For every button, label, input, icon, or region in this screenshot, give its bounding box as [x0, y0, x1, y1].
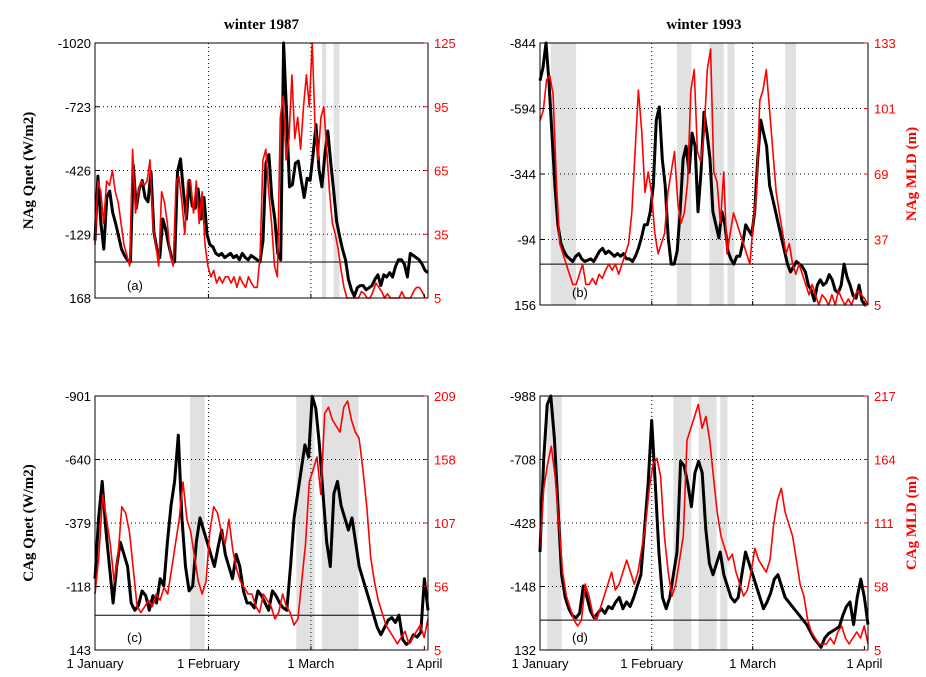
qnet-series-line [93, 394, 430, 646]
panel-label: (d) [572, 630, 588, 645]
right-tick-label: 111 [874, 516, 894, 531]
right-tick-label: 5 [874, 643, 881, 658]
right-tick-label: 69 [874, 167, 888, 182]
right-tick-label: 133 [874, 36, 896, 51]
panel-label: (c) [127, 630, 142, 645]
left-tick-label: 132 [514, 643, 536, 658]
shaded-period [720, 396, 728, 650]
left-tick-label: -844 [510, 36, 536, 51]
left-tick-label: -988 [510, 389, 536, 404]
panel-label: (b) [572, 285, 588, 300]
left-tick-label: -426 [65, 164, 91, 179]
right-tick-label: 5 [874, 298, 881, 313]
right-tick-label: 58 [874, 580, 888, 595]
left-tick-label: -344 [510, 167, 536, 182]
left-axis-label: CAg Qnet (W/m2) [21, 464, 37, 581]
right-tick-label: 125 [434, 36, 456, 51]
panel-label: (a) [127, 278, 143, 293]
left-axis-label: NAg Qnet (W/m2) [21, 112, 37, 229]
right-tick-label: 95 [434, 100, 448, 115]
shaded-period [727, 43, 735, 305]
mld-series-line [94, 400, 429, 645]
right-tick-label: 209 [434, 389, 456, 404]
qnet-series-line [93, 41, 429, 298]
panel-c-cag-1987: -901 -640 -379 -118 143 209 158 107 56 5 1 January… [21, 389, 456, 671]
left-tick-label: -428 [510, 516, 536, 531]
panel-a-nag-1987: -1020 -723 -426 -129 168 125 95 65 35 5 winter 198… [21, 17, 456, 306]
shaded-period [785, 43, 796, 305]
left-tick-label: -379 [65, 516, 91, 531]
panel-d-cag-1993: -988 -708 -428 -148 132 217 164 111 58 5 1 January… [510, 389, 920, 671]
right-tick-label: 101 [874, 102, 896, 117]
chart-title: winter 1993 [666, 17, 741, 33]
x-tick-label: 1 February [177, 656, 240, 671]
plot-frame [94, 395, 429, 651]
left-tick-label: -94 [517, 233, 536, 248]
left-tick-label: -901 [65, 389, 91, 404]
shaded-period [698, 396, 717, 650]
right-tick-label: 56 [434, 580, 448, 595]
right-tick-label: 158 [434, 453, 456, 468]
left-tick-label: 168 [69, 291, 91, 306]
x-tick-label: 1 April [406, 656, 442, 671]
chart-title: winter 1987 [224, 17, 300, 33]
x-tick-label: 1 March [287, 656, 334, 671]
left-tick-label: -640 [65, 453, 91, 468]
left-tick-label: -708 [510, 453, 536, 468]
left-tick-label: -594 [510, 102, 536, 117]
left-tick-label: -723 [65, 100, 91, 115]
right-tick-label: 164 [874, 453, 896, 468]
x-tick-label: 1 January [511, 656, 569, 671]
right-tick-label: 5 [434, 291, 441, 306]
x-tick-label: 1 January [66, 656, 124, 671]
mld-series-line [539, 48, 869, 306]
x-tick-label: 1 April [846, 656, 882, 671]
right-tick-label: 107 [434, 516, 456, 531]
qnet-series-line [538, 41, 869, 307]
left-tick-label: 156 [514, 298, 536, 313]
right-tick-label: 65 [434, 164, 448, 179]
right-tick-label: 217 [874, 389, 896, 404]
shaded-period [333, 43, 340, 298]
left-tick-label: 143 [69, 643, 91, 658]
mld-series-line [539, 403, 869, 645]
left-tick-label: -148 [510, 580, 536, 595]
right-tick-label: 5 [434, 643, 441, 658]
panel-b-nag-1993: -844 -594 -344 -94 156 133 101 69 37 5 winter 1993… [510, 17, 920, 313]
left-tick-label: -129 [65, 227, 91, 242]
left-tick-label: -1020 [58, 36, 91, 51]
left-tick-label: -118 [66, 580, 91, 595]
right-axis-label: NAg MLD (m) [904, 127, 920, 221]
right-tick-label: 35 [434, 227, 448, 242]
right-axis-label: CAg MLD (m) [904, 476, 920, 570]
right-tick-label: 37 [874, 233, 888, 248]
mld-series-line [94, 42, 428, 299]
shaded-period [547, 396, 562, 650]
x-tick-label: 1 March [729, 656, 776, 671]
x-tick-label: 1 February [620, 656, 683, 671]
